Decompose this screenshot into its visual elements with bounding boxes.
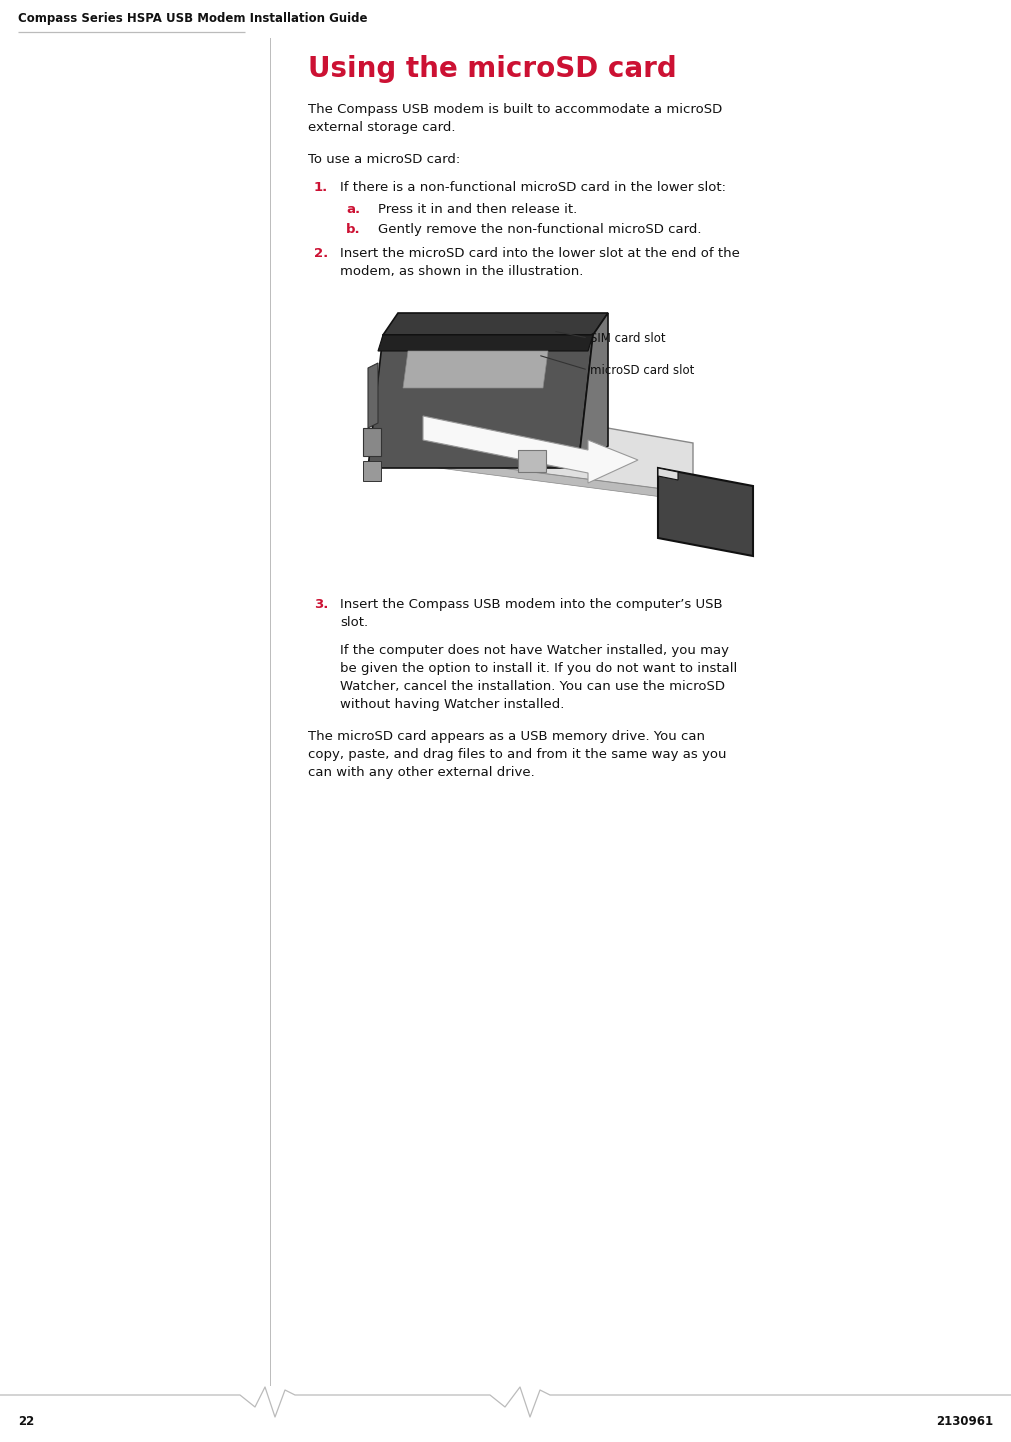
Text: Compass Series HSPA USB Modem Installation Guide: Compass Series HSPA USB Modem Installati…: [18, 12, 368, 25]
Text: 1.: 1.: [314, 182, 329, 195]
Polygon shape: [383, 313, 608, 335]
Polygon shape: [578, 313, 608, 469]
Text: can with any other external drive.: can with any other external drive.: [308, 766, 535, 779]
Polygon shape: [368, 335, 593, 469]
Polygon shape: [378, 335, 593, 350]
Text: 22: 22: [18, 1415, 34, 1428]
Text: without having Watcher installed.: without having Watcher installed.: [340, 698, 564, 711]
Text: slot.: slot.: [340, 616, 368, 629]
Text: SIM card slot: SIM card slot: [590, 332, 665, 345]
Text: Watcher, cancel the installation. You can use the microSD: Watcher, cancel the installation. You ca…: [340, 681, 725, 694]
Text: The microSD card appears as a USB memory drive. You can: The microSD card appears as a USB memory…: [308, 730, 705, 743]
Text: Gently remove the non-functional microSD card.: Gently remove the non-functional microSD…: [378, 224, 702, 236]
Text: external storage card.: external storage card.: [308, 121, 456, 134]
Polygon shape: [368, 363, 378, 428]
Polygon shape: [403, 350, 548, 388]
Text: copy, paste, and drag files to and from it the same way as you: copy, paste, and drag files to and from …: [308, 748, 727, 761]
Polygon shape: [423, 415, 638, 483]
Polygon shape: [408, 456, 693, 500]
Text: modem, as shown in the illustration.: modem, as shown in the illustration.: [340, 265, 583, 278]
Bar: [363, 461, 381, 482]
Text: Press it in and then release it.: Press it in and then release it.: [378, 203, 577, 216]
Text: If there is a non-functional microSD card in the lower slot:: If there is a non-functional microSD car…: [340, 182, 726, 195]
Bar: [518, 450, 546, 472]
Text: The Compass USB modem is built to accommodate a microSD: The Compass USB modem is built to accomm…: [308, 102, 722, 115]
Polygon shape: [658, 469, 678, 480]
Bar: [363, 428, 381, 456]
Text: To use a microSD card:: To use a microSD card:: [308, 153, 460, 166]
Polygon shape: [658, 469, 753, 557]
Text: Using the microSD card: Using the microSD card: [308, 55, 676, 84]
Text: If the computer does not have Watcher installed, you may: If the computer does not have Watcher in…: [340, 645, 729, 658]
Text: Insert the microSD card into the lower slot at the end of the: Insert the microSD card into the lower s…: [340, 247, 740, 260]
Text: 3.: 3.: [314, 598, 329, 611]
Text: Insert the Compass USB modem into the computer’s USB: Insert the Compass USB modem into the co…: [340, 598, 723, 611]
Text: 2130961: 2130961: [936, 1415, 993, 1428]
Text: b.: b.: [346, 224, 361, 236]
Text: 2.: 2.: [314, 247, 329, 260]
Polygon shape: [408, 394, 693, 493]
Text: microSD card slot: microSD card slot: [590, 363, 695, 376]
Text: a.: a.: [346, 203, 360, 216]
Text: be given the option to install it. If you do not want to install: be given the option to install it. If yo…: [340, 662, 737, 675]
